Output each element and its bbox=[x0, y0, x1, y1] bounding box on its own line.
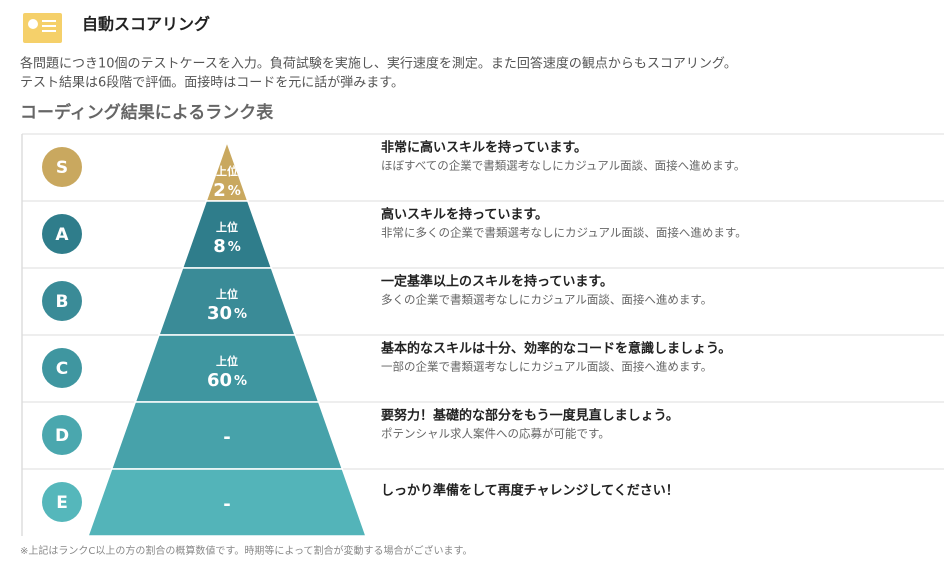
rank-percent: - bbox=[223, 494, 230, 515]
rank-letter: B bbox=[56, 292, 69, 312]
rank-prefix: 上位 bbox=[216, 354, 238, 368]
percent-value: 30 bbox=[207, 303, 232, 324]
section-title: コーディング結果によるランク表 bbox=[20, 102, 274, 123]
pyramid-layer bbox=[86, 468, 368, 537]
description: 各問題につき10個のテストケースを入力。負荷試験を実施し、実行速度を測定。また回… bbox=[20, 56, 737, 72]
rank-letter: E bbox=[56, 493, 68, 513]
rank-heading: 要努力！基礎的な部分をもう一度見直しましょう。 bbox=[381, 408, 679, 424]
footnote: ※上記はランクC以上の方の割合の概算数値です。時期等によって割合が変動する場合が… bbox=[20, 544, 473, 557]
rank-badge bbox=[42, 147, 82, 187]
rank-description: 多くの企業で書類選考なしにカジュアル面談、面接へ進めます。 bbox=[381, 293, 712, 307]
percent-unit: % bbox=[228, 240, 241, 255]
rank-badge bbox=[42, 281, 82, 321]
rank-heading: 基本的なスキルは十分、効率的なコードを意識しましょう。 bbox=[380, 341, 731, 357]
percent-value: 2 bbox=[213, 180, 226, 201]
pyramid-layer bbox=[134, 334, 320, 403]
rank-prefix: 上位 bbox=[216, 287, 238, 301]
rank-letter: A bbox=[55, 225, 69, 245]
rank-prefix: 上位 bbox=[216, 220, 238, 234]
percent-unit: % bbox=[234, 374, 247, 389]
rank-heading: 非常に高いスキルを持っています。 bbox=[381, 140, 587, 156]
rank-badge bbox=[42, 482, 82, 522]
pyramid-layer bbox=[181, 200, 273, 269]
percent-value: 60 bbox=[207, 370, 232, 391]
rank-description: 非常に多くの企業で書類選考なしにカジュアル面談、面接へ進めます。 bbox=[381, 226, 747, 240]
icon bbox=[23, 13, 62, 43]
rank-percent: 8% bbox=[213, 236, 241, 257]
rank-heading: 高いスキルを持っています。 bbox=[381, 207, 548, 223]
rank-heading: 一定基準以上のスキルを持っています。 bbox=[381, 274, 613, 290]
percent-unit: % bbox=[228, 184, 241, 199]
rank-letter: S bbox=[56, 158, 68, 178]
rank-prefix: 上位 bbox=[216, 164, 238, 178]
pyramid-layer bbox=[157, 267, 297, 336]
percent-unit: % bbox=[234, 307, 247, 322]
rank-description: 一部の企業で書類選考なしにカジュアル面談、面接へ進めます。 bbox=[381, 360, 712, 374]
rank-letter: D bbox=[55, 426, 69, 446]
rank-percent: 2% bbox=[213, 180, 241, 201]
title: 自動スコアリング bbox=[82, 15, 210, 34]
rank-description: ポテンシャル求人案件への応募が可能です。 bbox=[381, 427, 610, 441]
percent-value: 8 bbox=[213, 236, 226, 257]
rank-heading: しっかり準備をして再度チャレンジしてください！ bbox=[381, 483, 679, 499]
rank-badge bbox=[42, 415, 82, 455]
description: テスト結果は6段階で評価。面接時はコードを元に話が弾みます。 bbox=[20, 75, 404, 91]
rank-description: ほぼすべての企業で書類選考なしにカジュアル面談、面接へ進めます。 bbox=[381, 159, 745, 173]
rank-percent: 30% bbox=[207, 303, 247, 324]
rank-letter: C bbox=[56, 359, 68, 379]
rank-badge bbox=[42, 214, 82, 254]
rank-badge bbox=[42, 348, 82, 388]
rank-percent: 60% bbox=[207, 370, 247, 391]
rank-percent: - bbox=[223, 427, 230, 448]
